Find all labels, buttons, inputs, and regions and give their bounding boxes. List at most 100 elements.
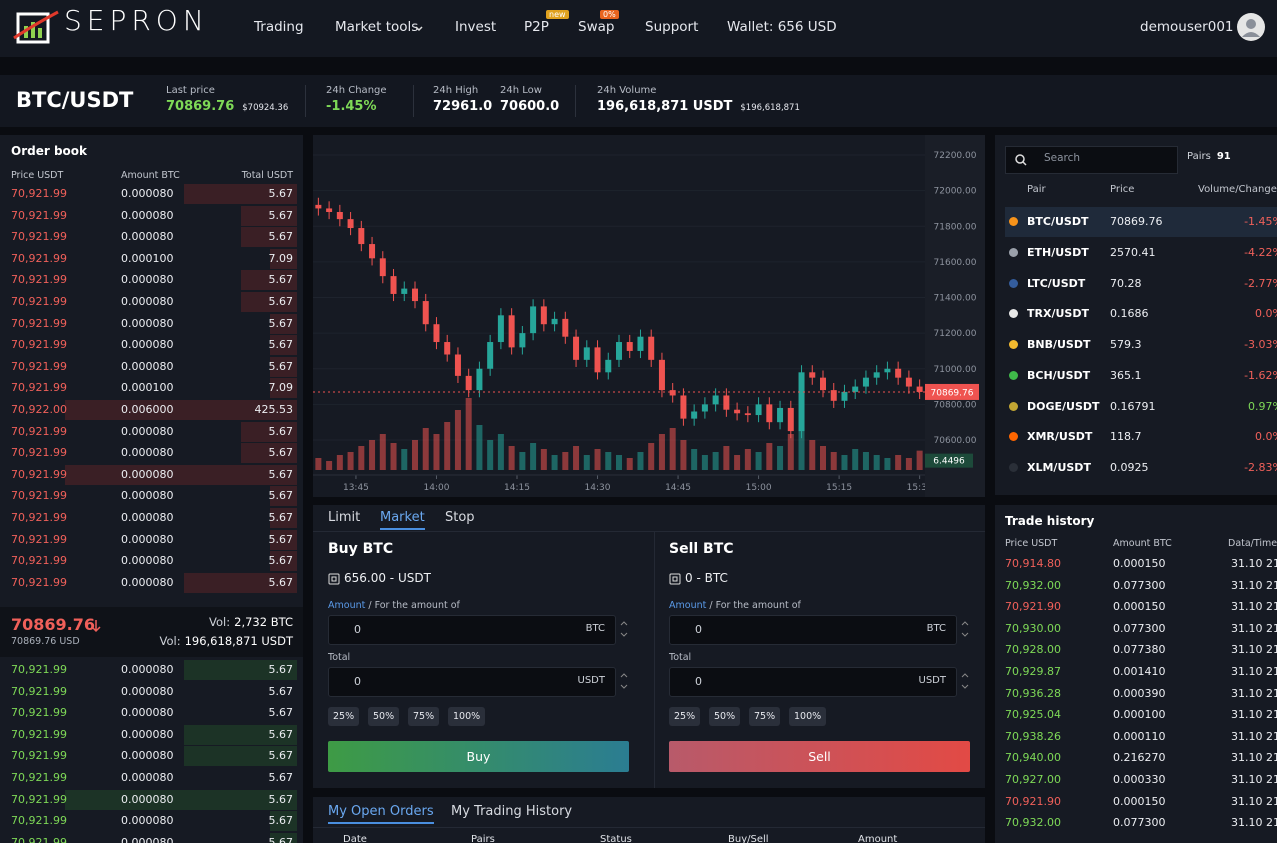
book-amount: 0.000080 xyxy=(121,771,174,784)
percent-button[interactable]: 50% xyxy=(368,707,400,726)
column-header: Buy/Sell xyxy=(728,834,769,843)
pairs-label: Pairs xyxy=(1187,151,1211,162)
book-amount: 0.000080 xyxy=(121,467,174,481)
sell-button[interactable]: Sell xyxy=(669,741,970,772)
buy-button[interactable]: Buy xyxy=(328,741,629,772)
volume-bar xyxy=(873,455,880,470)
input-unit: BTC xyxy=(926,623,946,634)
coin-icon xyxy=(1009,463,1018,472)
orders-tab[interactable]: My Trading History xyxy=(451,804,573,819)
balance: 0 - BTC xyxy=(685,571,728,585)
spinner xyxy=(620,621,628,637)
input-unit: USDT xyxy=(577,675,605,686)
depth-bar xyxy=(65,789,297,810)
orders-tab[interactable]: My Open Orders xyxy=(328,804,434,824)
volume-label: Vol: xyxy=(159,634,181,648)
stat-value: 70600.0 xyxy=(500,99,560,114)
percent-button[interactable]: 50% xyxy=(709,707,741,726)
pair-name: BNB/USDT xyxy=(1027,338,1091,351)
volume-bar xyxy=(766,443,773,470)
book-price: 70,921.99 xyxy=(11,424,67,438)
candle-body xyxy=(422,301,429,325)
depth-bar xyxy=(270,248,297,269)
amount-input[interactable]: 0 BTC xyxy=(328,615,616,645)
stat-sub: $196,618,871 xyxy=(740,103,800,113)
pair-row[interactable]: TRX/USDT 0.1686 0.0% xyxy=(1005,299,1277,329)
nav-item[interactable]: P2P xyxy=(524,19,549,35)
pair-price: 2570.41 xyxy=(1110,245,1156,259)
total-input[interactable]: 0 USDT xyxy=(669,667,957,697)
book-price: 70,921.99 xyxy=(11,575,67,589)
percent-button[interactable]: 100% xyxy=(789,707,827,726)
pair-row[interactable]: XLM/USDT 0.0925 -2.83% xyxy=(1005,453,1277,483)
nav-item[interactable]: Market tools xyxy=(335,19,419,35)
percent-button[interactable]: 75% xyxy=(408,707,440,726)
price-axis xyxy=(925,135,985,497)
order-book-panel: Order book Price USDT Amount BTC Total USDT… xyxy=(0,135,303,843)
coin-icon xyxy=(1009,247,1018,257)
candle-body xyxy=(433,324,440,343)
order-type-tab[interactable]: Market xyxy=(380,510,425,530)
nav-item[interactable]: Wallet: 656 USD xyxy=(727,19,837,35)
pair-row[interactable]: LTC/USDT 70.28 -2.77% xyxy=(1005,269,1277,299)
amount-label: Amount / For the amount of xyxy=(669,600,909,614)
book-total: 5.67 xyxy=(268,338,294,352)
order-type-tab[interactable]: Stop xyxy=(445,510,475,525)
volume-bar xyxy=(798,428,805,470)
separator xyxy=(305,85,306,117)
book-price: 70,921.99 xyxy=(11,295,67,308)
book-total: 5.67 xyxy=(268,208,294,222)
amount-input[interactable]: 0 BTC xyxy=(669,615,957,645)
search-input[interactable]: Search xyxy=(1005,146,1178,174)
column-header: Price USDT xyxy=(11,170,64,181)
book-price: 70,921.99 xyxy=(11,316,67,330)
volume-bar xyxy=(336,455,343,470)
volume-bar xyxy=(723,446,730,470)
book-price: 70,921.99 xyxy=(11,663,67,676)
trade-time: 31.10 21:30 xyxy=(1231,557,1277,570)
nav-item[interactable]: Trading xyxy=(254,19,304,35)
last-price-tag xyxy=(925,383,979,400)
book-amount: 0.000080 xyxy=(121,424,174,438)
book-total: 5.67 xyxy=(268,295,294,308)
column-header: Total USDT xyxy=(241,170,293,181)
trade-price: 70,930.00 xyxy=(1005,621,1061,635)
order-type-tab[interactable]: Limit xyxy=(328,510,361,525)
candle-body xyxy=(540,306,547,325)
trade-time: 31.10 21:30 xyxy=(1231,600,1277,614)
percent-button[interactable]: 25% xyxy=(328,707,360,726)
candle-body xyxy=(379,258,386,277)
ticker-bar: BTC/USDT Last price 70869.76 $70924.36 24h C… xyxy=(0,75,1277,127)
book-total: 5.67 xyxy=(268,467,294,481)
pair-price: 579.3 xyxy=(1110,338,1142,351)
volume-bar xyxy=(777,446,784,470)
pair-row[interactable]: XMR/USDT 118.7 0.0% xyxy=(1005,422,1277,452)
trade-amount: 0.077380 xyxy=(1113,643,1166,657)
coin-icon xyxy=(1009,217,1018,226)
book-total: 5.67 xyxy=(268,575,294,589)
percent-button[interactable]: 100% xyxy=(448,707,486,726)
pair-price: 365.1 xyxy=(1110,368,1142,382)
pair-row[interactable]: ETH/USDT 2570.41 -4.22% xyxy=(1005,238,1277,268)
trade-time: 31.10 21:30 xyxy=(1231,578,1277,592)
trade-amount: 0.077300 xyxy=(1113,578,1166,592)
pair-row[interactable]: BCH/USDT 365.1 -1.62% xyxy=(1005,361,1277,391)
pair-row[interactable]: BNB/USDT 579.3 -3.03% xyxy=(1005,330,1277,360)
nav-item[interactable]: Support xyxy=(645,19,699,35)
book-amount: 0.000080 xyxy=(121,511,174,524)
column-header: Data/Time xyxy=(1228,538,1277,549)
book-price: 70,921.99 xyxy=(11,187,67,200)
percent-button[interactable]: 25% xyxy=(669,707,701,726)
trade-time: 31.10 21:30 xyxy=(1231,751,1277,765)
candle-body xyxy=(573,336,580,360)
nav-item[interactable]: Swap xyxy=(578,19,615,35)
pair-row[interactable]: BTC/USDT 70869.76 -1.45% xyxy=(1005,207,1277,237)
book-price: 70,921.99 xyxy=(11,489,67,503)
depth-bar xyxy=(240,421,297,442)
nav-item[interactable]: Invest xyxy=(455,19,497,35)
percent-button[interactable]: 75% xyxy=(749,707,781,726)
total-input[interactable]: 0 USDT xyxy=(328,667,616,697)
depth-bar xyxy=(240,227,297,248)
column-header: Pair xyxy=(1027,184,1046,195)
pair-row[interactable]: DOGE/USDT 0.16791 0.97% xyxy=(1005,392,1277,422)
